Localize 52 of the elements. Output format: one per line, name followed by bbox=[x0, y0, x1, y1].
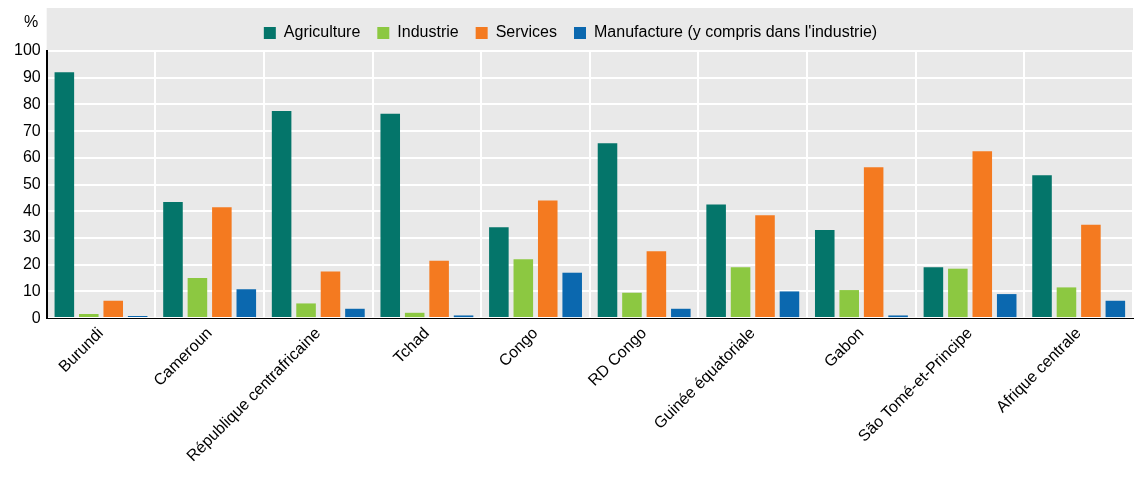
bar bbox=[54, 72, 75, 318]
bar bbox=[1032, 175, 1052, 318]
bar bbox=[429, 260, 449, 318]
y-tick-label: 90 bbox=[22, 68, 41, 86]
bar bbox=[646, 251, 667, 318]
y-tick-label: 50 bbox=[22, 174, 41, 192]
bar bbox=[972, 151, 993, 318]
bar bbox=[236, 289, 257, 318]
bar bbox=[923, 267, 944, 318]
y-tick-label: 0 bbox=[31, 308, 41, 326]
legend-label: Industrie bbox=[397, 23, 459, 41]
y-tick-label: 80 bbox=[22, 94, 41, 112]
bar bbox=[320, 271, 341, 318]
legend-label: Manufacture (y compris dans l'industrie) bbox=[594, 23, 878, 41]
bar bbox=[706, 204, 726, 318]
bar bbox=[948, 268, 968, 318]
bar bbox=[1056, 287, 1077, 318]
bar bbox=[296, 303, 316, 318]
bar bbox=[187, 278, 208, 318]
bar bbox=[839, 290, 859, 318]
y-tick-label: 20 bbox=[22, 255, 41, 273]
bar bbox=[537, 200, 558, 318]
y-tick-label: 40 bbox=[22, 201, 41, 219]
y-axis-title: % bbox=[24, 13, 39, 31]
bar bbox=[79, 314, 99, 318]
legend-label: Services bbox=[495, 23, 558, 41]
bar bbox=[779, 291, 800, 318]
bar bbox=[597, 143, 618, 318]
bar bbox=[562, 272, 582, 318]
bar bbox=[103, 300, 124, 318]
y-tick-label: 60 bbox=[22, 148, 41, 166]
bar bbox=[271, 111, 292, 318]
y-tick-label: 100 bbox=[13, 41, 41, 59]
bar bbox=[1105, 300, 1126, 318]
y-tick-label: 10 bbox=[22, 281, 41, 299]
bar bbox=[814, 229, 835, 318]
bar bbox=[730, 267, 751, 318]
bar bbox=[755, 215, 775, 318]
bar bbox=[163, 201, 183, 318]
bar bbox=[996, 294, 1017, 318]
bar bbox=[622, 292, 642, 318]
bar bbox=[1081, 224, 1101, 318]
bar bbox=[513, 259, 534, 318]
bar bbox=[212, 207, 232, 318]
bar bbox=[380, 113, 401, 318]
bar bbox=[671, 308, 691, 318]
bar bbox=[863, 167, 884, 318]
y-tick-label: 30 bbox=[22, 228, 41, 246]
legend-label: Agriculture bbox=[283, 23, 361, 41]
bar bbox=[489, 227, 509, 318]
bar bbox=[345, 308, 365, 318]
y-tick-label: 70 bbox=[22, 121, 41, 139]
